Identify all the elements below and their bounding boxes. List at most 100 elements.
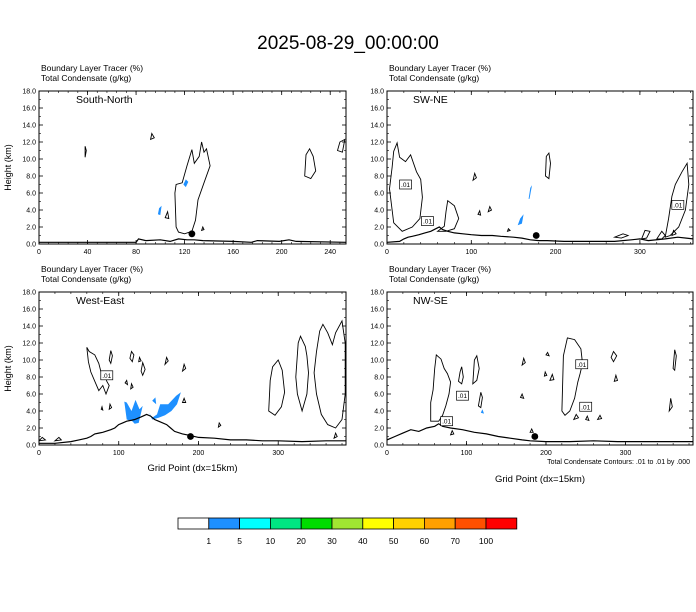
- panel-south-north: Boundary Layer Tracer (%)Total Condensat…: [3, 63, 347, 256]
- terrain-line: [387, 226, 693, 243]
- y-tick-label: 18.0: [22, 290, 36, 297]
- y-tick-label: 0.0: [374, 242, 384, 249]
- condensate-contour: [458, 366, 464, 385]
- condensate-contour: [655, 230, 666, 240]
- y-tick-label: 2.0: [26, 426, 36, 433]
- y-tick-label: 14.0: [370, 324, 384, 331]
- plot-area: .01 .01 .01: [387, 141, 693, 243]
- condensate-contour: [664, 161, 690, 238]
- y-tick-label: 14.0: [22, 123, 36, 130]
- y-tick-label: 10.0: [22, 358, 36, 365]
- y-axis-label: Height (km): [3, 345, 13, 392]
- y-tick-label: 18.0: [22, 89, 36, 96]
- y-tick-label: 12.0: [370, 140, 384, 147]
- condensate-contour: [138, 355, 142, 363]
- y-tick-label: 0.0: [374, 443, 384, 450]
- condensate-contour: [124, 379, 129, 386]
- condensate-contour: [668, 398, 673, 413]
- condensate-contour: [86, 347, 110, 396]
- condensate-contour: [487, 205, 493, 213]
- condensate-contour: [217, 421, 222, 429]
- tracer-region: [149, 392, 181, 420]
- y-tick-label: 6.0: [26, 392, 36, 399]
- colorbar-swatch: [300, 517, 333, 530]
- contour-label-box: [421, 216, 434, 226]
- contour-label-box: [399, 179, 412, 190]
- y-tick-label: 4.0: [26, 409, 36, 416]
- y-tick-label: 12.0: [370, 341, 384, 348]
- figure-title: 2025-08-29_00:00:00: [257, 33, 439, 54]
- field-label: Total Condensate (g/kg): [389, 73, 479, 83]
- condensate-contour: [543, 370, 548, 377]
- contour-label-box: [440, 416, 453, 427]
- condensate-contour: [672, 349, 677, 372]
- condensate-contour: [430, 353, 452, 422]
- condensate-contour: [472, 354, 480, 385]
- condensate-contour: [477, 209, 482, 216]
- y-tick-label: 16.0: [370, 307, 384, 314]
- colorbar-label: 5: [237, 536, 242, 546]
- contour-label-box: [575, 359, 589, 370]
- x-axis-label: Grid Point (dx=15km): [147, 463, 237, 474]
- colorbar-label: 40: [358, 536, 368, 546]
- y-tick-label: 6.0: [374, 392, 384, 399]
- y-tick-label: 0.0: [26, 242, 36, 249]
- marker-dot: [532, 232, 540, 239]
- contour-label: .01: [581, 404, 590, 411]
- panel-nw-se: Boundary Layer Tracer (%)Total Condensat…: [370, 264, 694, 485]
- panel-sw-ne: Boundary Layer Tracer (%)Total Condensat…: [370, 63, 694, 256]
- contour-label: .01: [442, 419, 451, 426]
- x-tick-label: 300: [272, 450, 284, 457]
- colorbar-swatch: [485, 517, 518, 530]
- y-tick-label: 4.0: [374, 409, 384, 416]
- field-label: Total Condensate (g/kg): [41, 73, 131, 83]
- condensate-contour: [100, 405, 104, 411]
- colorbar-swatch: [423, 517, 456, 530]
- condensate-contour: [129, 350, 135, 363]
- condensate-contour: [549, 373, 555, 382]
- y-tick-label: 6.0: [26, 191, 36, 198]
- condensate-contour: [174, 141, 211, 235]
- marker-dot: [187, 433, 194, 440]
- colorbar-swatch: [362, 517, 394, 530]
- y-tick-label: 2.0: [374, 426, 384, 433]
- field-label: Total Condensate (g/kg): [389, 274, 479, 284]
- condensate-contour: [472, 171, 477, 182]
- condensate-contour: [149, 132, 155, 141]
- x-tick-label: 240: [324, 249, 336, 256]
- tracer-region: [517, 214, 524, 226]
- condensate-contour: [295, 334, 309, 413]
- y-tick-label: 10.0: [22, 157, 36, 164]
- condensate-contour: [130, 382, 134, 390]
- condensate-contour: [164, 210, 170, 220]
- contour-label-box: [671, 200, 685, 210]
- panels: Boundary Layer Tracer (%)Total Condensat…: [3, 63, 694, 485]
- x-tick-label: 120: [179, 249, 191, 256]
- colorbar: 1 5 10 20 30 40 50 60 70 100: [177, 517, 518, 546]
- condensate-contour: [84, 146, 87, 158]
- x-tick-label: 0: [37, 450, 41, 457]
- x-tick-label: 200: [550, 249, 562, 256]
- marker-dot: [188, 230, 196, 238]
- panel-name: SW-NE: [413, 94, 448, 106]
- y-tick-label: 4.0: [374, 208, 384, 215]
- colorbar-label: 30: [327, 536, 337, 546]
- field-label: Boundary Layer Tracer (%): [41, 264, 143, 274]
- y-tick-label: 6.0: [374, 191, 384, 198]
- contour-label: .01: [401, 182, 410, 189]
- condensate-contour: [333, 431, 338, 440]
- y-tick-label: 8.0: [374, 375, 384, 382]
- condensate-contour: [268, 359, 286, 416]
- colorbar-label: 100: [479, 536, 493, 546]
- colorbar-swatch: [331, 517, 364, 530]
- y-tick-label: 10.0: [370, 157, 384, 164]
- contour-label: .01: [458, 393, 467, 400]
- y-tick-label: 18.0: [370, 290, 384, 297]
- condensate-contour: [108, 350, 113, 365]
- condensate-contour: [389, 141, 423, 232]
- condensate-contour: [585, 414, 590, 422]
- colorbar-swatch: [177, 517, 210, 530]
- x-tick-label: 300: [620, 450, 632, 457]
- terrain-line: [39, 238, 346, 243]
- field-label: Boundary Layer Tracer (%): [389, 264, 491, 274]
